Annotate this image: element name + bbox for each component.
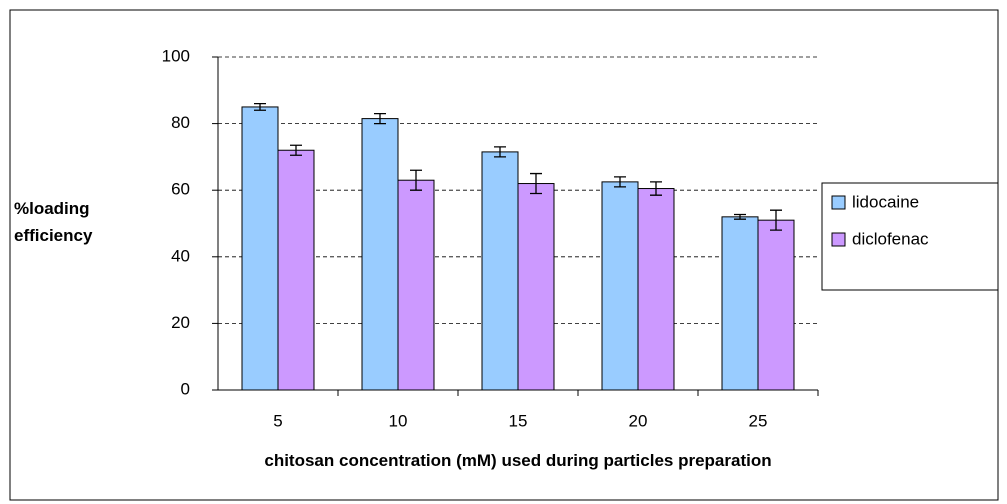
error-bar bbox=[734, 213, 746, 220]
error-bar bbox=[410, 169, 422, 191]
legend-label: lidocaine bbox=[852, 192, 919, 211]
y-tick-label: 80 bbox=[171, 113, 190, 132]
y-tick-label: 20 bbox=[171, 313, 190, 332]
y-tick-label: 100 bbox=[162, 46, 190, 65]
x-tick-label: 5 bbox=[273, 411, 282, 430]
x-axis-label: chitosan concentration (mM) used during … bbox=[264, 451, 772, 470]
bar bbox=[397, 179, 435, 391]
y-axis-label: %loading efficiency bbox=[14, 199, 93, 245]
x-tick-label: 20 bbox=[629, 411, 648, 430]
bar bbox=[241, 106, 279, 391]
y-tick-label: 40 bbox=[171, 246, 190, 265]
error-bar bbox=[290, 144, 302, 156]
error-bar bbox=[254, 102, 266, 111]
legend-box bbox=[821, 182, 999, 291]
bar bbox=[601, 181, 639, 391]
legend-swatch bbox=[831, 195, 846, 210]
x-tick-label: 25 bbox=[749, 411, 768, 430]
x-tick-label: 10 bbox=[389, 411, 408, 430]
legend-swatch bbox=[831, 232, 846, 247]
error-bar bbox=[530, 172, 542, 195]
bar bbox=[637, 188, 675, 391]
bar bbox=[277, 149, 315, 391]
error-bar bbox=[374, 112, 386, 125]
bar bbox=[481, 151, 519, 391]
error-bar bbox=[650, 181, 662, 196]
x-tick-label: 15 bbox=[509, 411, 528, 430]
bar bbox=[721, 216, 759, 391]
error-bar bbox=[770, 209, 782, 231]
y-tick-label: 60 bbox=[171, 180, 190, 199]
error-bar bbox=[614, 176, 626, 188]
bar bbox=[361, 118, 399, 391]
bar bbox=[517, 183, 555, 391]
legend-label: diclofenac bbox=[852, 229, 929, 248]
error-bar bbox=[494, 146, 506, 158]
y-tick-label: 0 bbox=[181, 379, 190, 398]
bar bbox=[757, 219, 795, 391]
